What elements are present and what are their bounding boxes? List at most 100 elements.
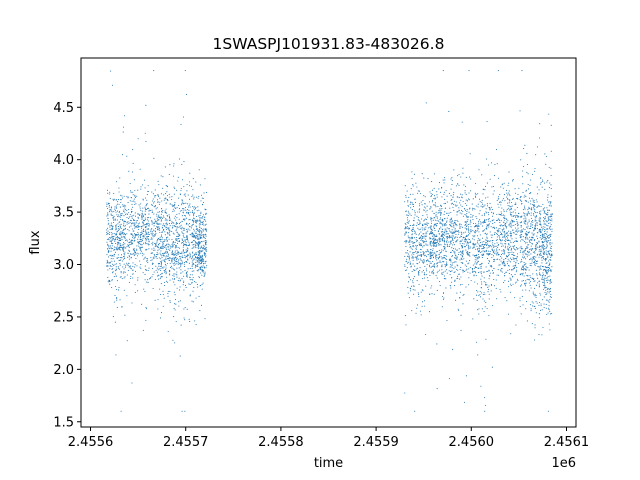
data-point bbox=[459, 236, 461, 239]
data-point bbox=[538, 206, 540, 208]
data-point bbox=[174, 262, 176, 264]
data-point bbox=[198, 243, 200, 245]
data-point bbox=[154, 233, 156, 236]
data-point bbox=[180, 256, 182, 258]
data-point bbox=[478, 198, 481, 200]
data-point bbox=[199, 247, 201, 249]
data-point bbox=[437, 205, 439, 207]
data-point bbox=[476, 217, 478, 219]
data-point bbox=[483, 220, 485, 223]
data-point bbox=[493, 278, 495, 281]
data-point bbox=[155, 195, 157, 197]
data-point bbox=[129, 241, 131, 243]
data-point bbox=[456, 236, 458, 238]
data-point bbox=[457, 175, 459, 177]
data-point bbox=[505, 238, 507, 241]
data-point bbox=[503, 217, 505, 219]
data-point bbox=[451, 281, 453, 283]
data-point bbox=[117, 201, 119, 203]
data-point bbox=[442, 246, 445, 248]
data-point bbox=[453, 200, 455, 202]
data-point bbox=[488, 214, 490, 216]
data-point bbox=[157, 253, 159, 255]
data-point bbox=[115, 205, 117, 207]
data-point bbox=[136, 252, 138, 254]
data-point bbox=[451, 270, 453, 272]
data-point bbox=[132, 248, 134, 250]
data-point bbox=[429, 266, 431, 268]
data-point bbox=[493, 258, 495, 260]
data-point bbox=[431, 201, 433, 203]
data-point bbox=[196, 196, 198, 198]
data-point bbox=[452, 194, 454, 196]
data-point bbox=[188, 262, 190, 264]
data-point bbox=[465, 249, 467, 251]
data-point bbox=[466, 215, 468, 217]
data-point bbox=[521, 273, 523, 275]
data-point bbox=[109, 247, 111, 250]
data-point bbox=[126, 340, 128, 342]
data-point bbox=[439, 214, 441, 216]
data-point bbox=[130, 190, 132, 192]
data-point bbox=[503, 209, 505, 211]
data-point bbox=[443, 191, 445, 193]
data-point bbox=[506, 221, 508, 223]
data-point bbox=[472, 247, 474, 249]
data-point bbox=[140, 225, 143, 228]
data-point bbox=[449, 228, 451, 230]
data-point bbox=[536, 238, 539, 240]
data-point bbox=[178, 207, 180, 209]
data-point bbox=[478, 247, 480, 249]
data-point bbox=[160, 213, 162, 215]
data-point bbox=[516, 230, 518, 232]
data-point bbox=[195, 231, 197, 233]
data-point bbox=[477, 206, 479, 208]
data-point bbox=[470, 229, 472, 231]
data-point bbox=[441, 272, 443, 274]
data-point bbox=[519, 230, 521, 232]
data-point bbox=[548, 113, 550, 115]
data-point bbox=[452, 348, 454, 351]
data-point bbox=[116, 238, 118, 241]
data-point bbox=[504, 280, 506, 282]
data-point bbox=[466, 229, 468, 231]
data-point bbox=[151, 211, 153, 213]
data-point bbox=[513, 215, 515, 217]
data-point bbox=[548, 222, 550, 224]
data-point bbox=[535, 273, 538, 275]
data-point bbox=[204, 248, 206, 250]
data-point bbox=[507, 192, 509, 194]
data-point bbox=[407, 286, 409, 289]
data-point bbox=[549, 267, 551, 269]
data-point bbox=[193, 240, 195, 242]
data-point bbox=[472, 198, 474, 200]
data-point bbox=[119, 216, 122, 218]
data-point bbox=[165, 244, 167, 246]
data-point bbox=[483, 292, 485, 294]
data-point bbox=[120, 259, 122, 261]
data-point bbox=[455, 224, 457, 226]
data-point bbox=[520, 234, 522, 236]
data-point bbox=[526, 300, 528, 303]
data-point bbox=[512, 265, 514, 267]
data-point bbox=[182, 250, 184, 252]
data-point bbox=[174, 241, 176, 243]
data-point bbox=[457, 308, 459, 310]
data-point bbox=[455, 261, 457, 263]
data-point bbox=[181, 251, 183, 253]
data-point bbox=[203, 235, 205, 237]
data-point bbox=[109, 283, 111, 285]
data-point bbox=[151, 259, 153, 261]
data-point bbox=[436, 225, 438, 227]
data-point bbox=[533, 204, 535, 206]
data-point bbox=[124, 254, 126, 256]
data-point bbox=[184, 229, 186, 231]
data-point bbox=[460, 276, 462, 278]
data-point bbox=[160, 234, 162, 236]
data-point bbox=[115, 232, 117, 234]
data-point bbox=[451, 264, 453, 266]
data-point bbox=[533, 260, 536, 263]
data-point bbox=[466, 268, 468, 270]
data-point bbox=[119, 262, 121, 265]
